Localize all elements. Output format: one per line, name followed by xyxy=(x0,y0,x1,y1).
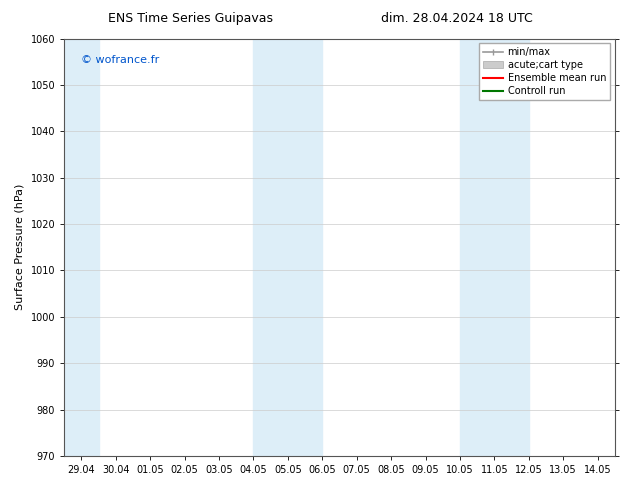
Text: ENS Time Series Guipavas: ENS Time Series Guipavas xyxy=(108,12,273,25)
Y-axis label: Surface Pressure (hPa): Surface Pressure (hPa) xyxy=(15,184,25,311)
Legend: min/max, acute;cart type, Ensemble mean run, Controll run: min/max, acute;cart type, Ensemble mean … xyxy=(479,44,610,100)
Text: dim. 28.04.2024 18 UTC: dim. 28.04.2024 18 UTC xyxy=(380,12,533,25)
Text: © wofrance.fr: © wofrance.fr xyxy=(81,55,159,65)
Bar xyxy=(460,39,529,456)
Bar xyxy=(64,39,99,456)
Bar xyxy=(254,39,322,456)
